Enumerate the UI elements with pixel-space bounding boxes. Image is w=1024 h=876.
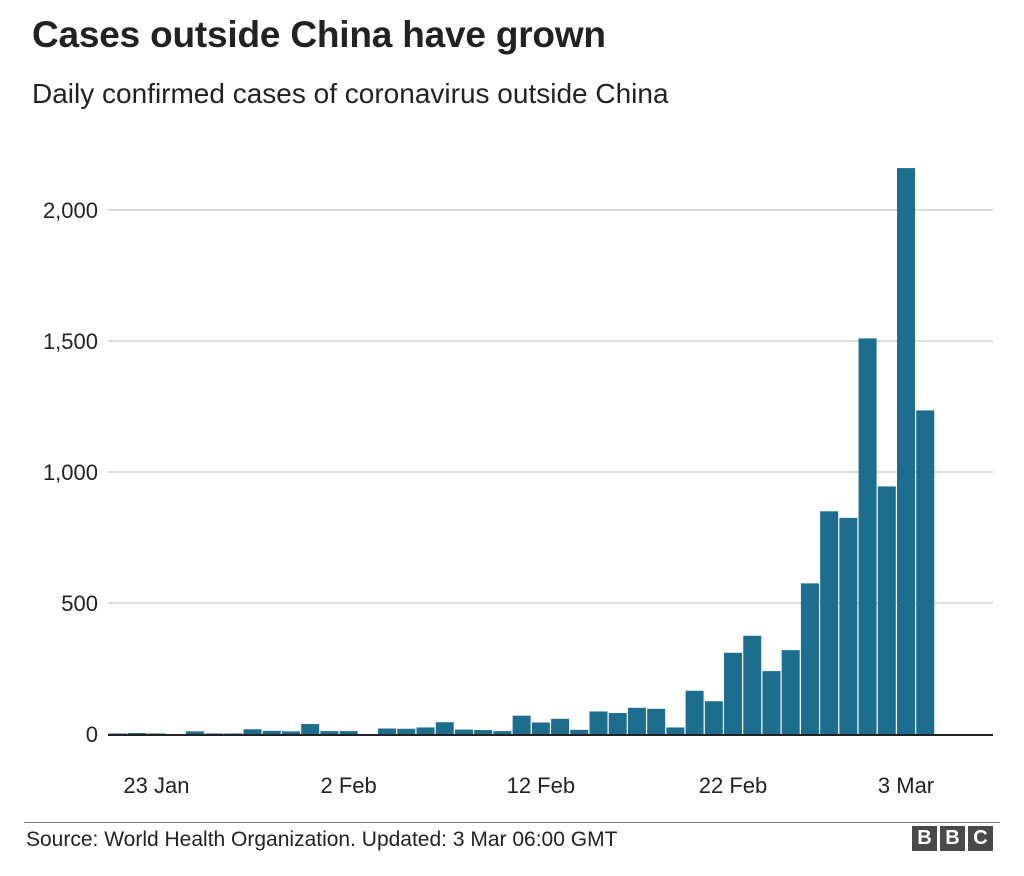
bar xyxy=(301,724,320,734)
bar xyxy=(109,733,127,734)
bar xyxy=(147,733,166,734)
bar xyxy=(128,732,147,734)
bar xyxy=(493,731,512,734)
bar xyxy=(512,715,531,734)
footer-divider xyxy=(24,822,1000,823)
bar xyxy=(762,671,781,734)
bar xyxy=(800,583,819,734)
bar xyxy=(916,410,935,734)
bar xyxy=(589,711,608,734)
bar xyxy=(185,731,204,734)
bar xyxy=(416,727,435,734)
chart-subtitle: Daily confirmed cases of coronavirus out… xyxy=(32,78,669,109)
bar xyxy=(704,701,723,734)
x-tick-label: 23 Jan xyxy=(123,773,189,798)
bar xyxy=(474,730,493,734)
bar xyxy=(724,652,743,734)
bar xyxy=(897,168,916,734)
bar xyxy=(531,722,550,734)
bar-chart: 0 500 1,000 1,500 2,000 23 Jan 2 Feb 12 Feb 22 F… xyxy=(43,168,993,798)
bar xyxy=(570,729,589,734)
bar xyxy=(666,727,685,734)
y-tick-label: 0 xyxy=(86,722,98,747)
bar xyxy=(781,650,800,734)
bar xyxy=(839,517,858,734)
bar xyxy=(820,511,839,734)
bar xyxy=(339,731,358,734)
bar xyxy=(262,730,281,734)
x-tick-label: 3 Mar xyxy=(878,773,934,798)
chart-title: Cases outside China have grown xyxy=(32,14,606,55)
bar xyxy=(320,731,339,734)
bar xyxy=(647,708,666,734)
bar xyxy=(454,729,473,734)
bbc-logo: B B C xyxy=(912,826,993,851)
y-tick-label: 500 xyxy=(61,591,98,616)
x-tick-label: 22 Feb xyxy=(699,773,768,798)
logo-letter: C xyxy=(968,826,993,851)
x-tick-label: 2 Feb xyxy=(321,773,377,798)
bar xyxy=(435,722,454,734)
bar xyxy=(397,728,416,734)
x-tick-label: 12 Feb xyxy=(507,773,576,798)
source-note: Source: World Health Organization. Updat… xyxy=(26,828,618,851)
bar xyxy=(608,713,627,734)
bar xyxy=(551,718,570,734)
y-tick-label: 2,000 xyxy=(43,198,98,223)
bar xyxy=(685,690,704,734)
y-tick-label: 1,000 xyxy=(43,460,98,485)
bar xyxy=(281,731,300,734)
bar xyxy=(243,729,262,734)
bar xyxy=(205,733,224,734)
bar xyxy=(627,707,646,734)
logo-letter: B xyxy=(912,826,937,851)
logo-letter: B xyxy=(940,826,965,851)
bar xyxy=(378,728,397,734)
bar xyxy=(858,338,877,734)
bar xyxy=(743,635,762,734)
bar xyxy=(224,733,243,734)
y-tick-label: 1,500 xyxy=(43,329,98,354)
bar xyxy=(877,486,896,734)
